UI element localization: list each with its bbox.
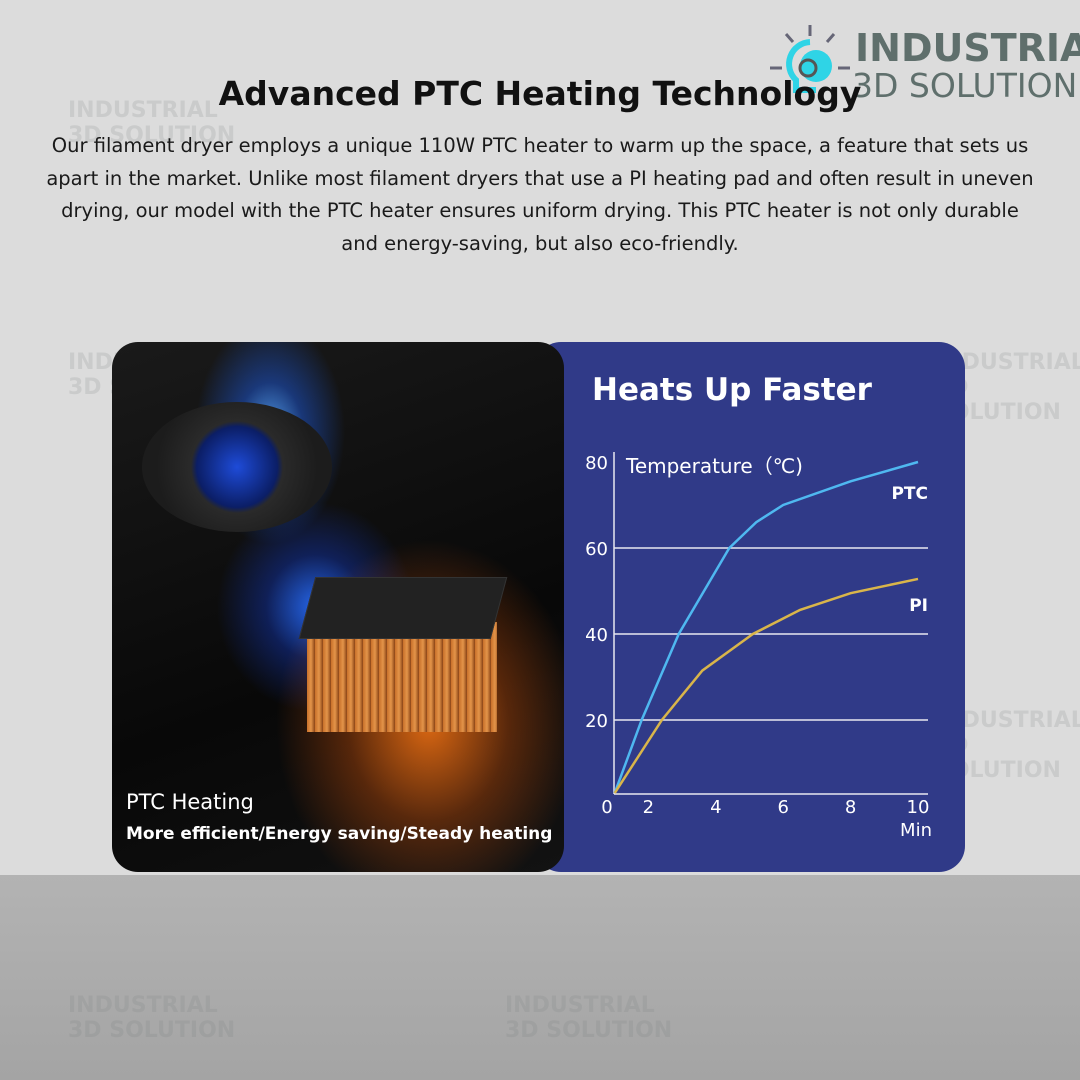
series-line-ptc bbox=[613, 460, 919, 794]
x-tick-label: 10 bbox=[907, 797, 930, 818]
logo-line2: 3D SOLUTION bbox=[852, 66, 1078, 105]
y-tick-label: 60 bbox=[585, 539, 608, 560]
x-tick-label: 4 bbox=[710, 797, 721, 818]
heater-block-illustration bbox=[298, 577, 508, 639]
y-axis-label: Temperature（℃) bbox=[625, 454, 803, 478]
y-tick-label: 20 bbox=[585, 711, 608, 732]
series-line-pi bbox=[613, 577, 919, 794]
floor-background bbox=[0, 875, 1080, 1080]
x-tick-label: 6 bbox=[777, 797, 788, 818]
series-label-ptc: PTC bbox=[891, 484, 928, 504]
chart-card bbox=[535, 342, 965, 872]
y-tick-label: 80 bbox=[585, 453, 608, 474]
x-axis-label: Min bbox=[900, 820, 932, 841]
page-title: Advanced PTC Heating Technology bbox=[218, 74, 862, 113]
ptc-heating-label: PTC Heating bbox=[126, 790, 254, 814]
chart-title: Heats Up Faster bbox=[592, 372, 872, 408]
description: Our filament dryer employs a unique 110W… bbox=[46, 134, 1034, 255]
x-tick-label: 2 bbox=[643, 797, 654, 818]
x-tick-label: 8 bbox=[845, 797, 856, 818]
heater-fins-illustration bbox=[307, 622, 497, 732]
brand-logo: INDUSTRIAL 3D SOLUTION bbox=[770, 22, 1080, 105]
series-label-pi: PI bbox=[909, 596, 928, 616]
fan-illustration bbox=[142, 402, 332, 532]
y-tick-label: 40 bbox=[585, 625, 608, 646]
ptc-heating-sublabel: More efficient/Energy saving/Steady heat… bbox=[126, 824, 553, 844]
logo-line1: INDUSTRIAL bbox=[855, 26, 1080, 70]
ptc-heater-image-card: PTC Heating More efficient/Energy saving… bbox=[112, 342, 564, 872]
lightbulb-gear-icon bbox=[770, 25, 850, 93]
x-tick-label: 0 bbox=[601, 797, 612, 818]
